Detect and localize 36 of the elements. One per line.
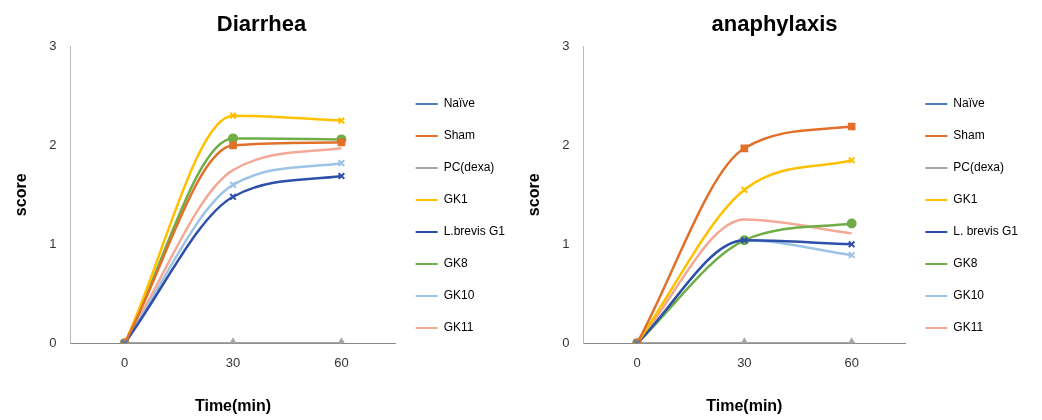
legend-label: GK10 (443, 288, 475, 303)
x-axis-title: Time(min) (706, 396, 783, 414)
legend-label: GK1 (953, 192, 978, 207)
x-axis-title: Time(min) (194, 396, 272, 414)
legend-label: Sham (953, 128, 985, 143)
legend-label: L.brevis G1 (443, 224, 506, 239)
legend-label: GK11 (953, 320, 984, 335)
y-tick-label: 1 (562, 235, 570, 251)
legend-label: GK8 (443, 256, 468, 271)
legend-label: PC(dexa) (953, 160, 1004, 175)
legend-label: PC(dexa) (443, 160, 495, 175)
y-tick-label: 3 (49, 37, 57, 53)
y-axis-title: score (525, 173, 543, 217)
x-tick-label: 60 (334, 354, 349, 370)
y-axis-title: score (12, 173, 30, 217)
y-tick-label: 3 (562, 37, 570, 53)
x-tick-label: 30 (225, 354, 241, 370)
x-tick-label: 30 (737, 354, 752, 370)
legend-label: GK8 (953, 256, 978, 271)
x-tick-label: 0 (633, 354, 641, 370)
legend-label: Naïve (443, 96, 476, 111)
legend-label: GK10 (953, 288, 985, 303)
chart-title: anaphylaxis (711, 11, 838, 37)
legend-label: GK1 (443, 192, 468, 207)
y-tick-label: 2 (49, 136, 57, 152)
legend-label: Naïve (953, 96, 985, 111)
y-tick-label: 2 (562, 136, 570, 152)
legend-label: L. brevis G1 (953, 224, 1019, 239)
y-tick-label: 0 (562, 334, 570, 350)
y-tick-label: 0 (49, 334, 57, 350)
chart-title: Diarrhea (216, 11, 307, 37)
x-tick-label: 0 (121, 354, 129, 370)
x-tick-label: 60 (844, 354, 859, 370)
y-tick-label: 1 (49, 235, 57, 251)
legend-label: GK11 (443, 320, 474, 335)
legend-label: Sham (443, 128, 475, 143)
